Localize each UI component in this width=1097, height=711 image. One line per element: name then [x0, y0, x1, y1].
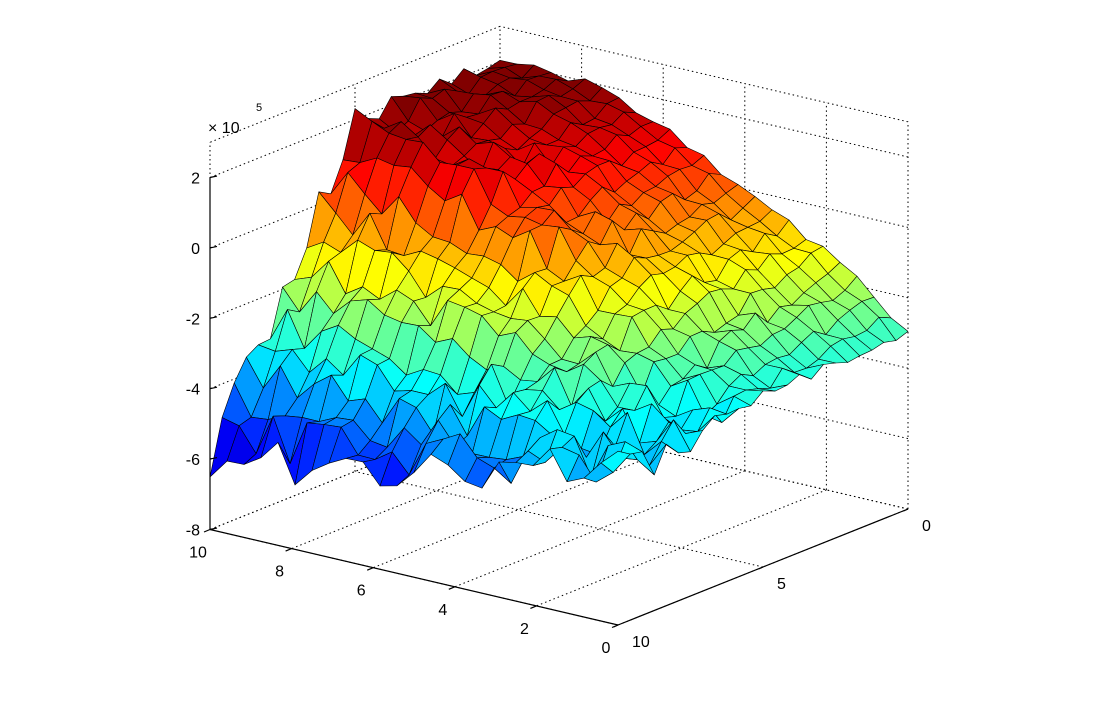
x-tick — [758, 566, 764, 570]
y-tick — [203, 528, 211, 533]
x-tick-label: 5 — [777, 576, 786, 593]
axes — [203, 175, 909, 629]
y-tick — [448, 586, 456, 590]
y-tick-label: 6 — [357, 583, 366, 600]
z-multiplier-exponent: 5 — [256, 102, 262, 114]
z-tick-label: 2 — [191, 171, 200, 188]
y-tick-label: 4 — [438, 602, 447, 619]
y-tick-label: 2 — [520, 621, 529, 638]
y-tick — [285, 548, 292, 552]
y-tick-label: 10 — [189, 545, 207, 562]
y-tick-label: 0 — [602, 640, 611, 657]
surface-mesh — [209, 59, 909, 489]
tick-labels: -8 -6 -4 -2 0 2 0 2 4 6 8 10 0 5 10 — [186, 171, 931, 658]
x-tick — [613, 624, 619, 628]
surface-patch — [600, 450, 631, 473]
z-tick-label: -8 — [186, 523, 200, 540]
z-tick — [209, 175, 218, 179]
z-tick-label: -4 — [186, 382, 200, 399]
z-tick — [209, 316, 218, 319]
y-tick-label: 8 — [275, 564, 284, 581]
z-tick — [209, 245, 218, 249]
y-tick — [366, 567, 374, 571]
z-tick — [209, 527, 218, 531]
x-tick-label: 0 — [922, 518, 931, 535]
z-tick — [209, 386, 218, 390]
z-multiplier-label: × 10 — [208, 120, 240, 137]
z-tick — [209, 457, 218, 460]
z-tick-label: 0 — [191, 241, 200, 258]
y-axis-line — [209, 528, 619, 626]
z-tick-label: -6 — [186, 452, 200, 469]
x-tick — [903, 508, 909, 512]
z-tick-label: -2 — [186, 311, 200, 328]
x-tick-label: 10 — [632, 634, 650, 651]
y-tick — [530, 605, 537, 609]
floor-grid-x — [354, 471, 764, 568]
